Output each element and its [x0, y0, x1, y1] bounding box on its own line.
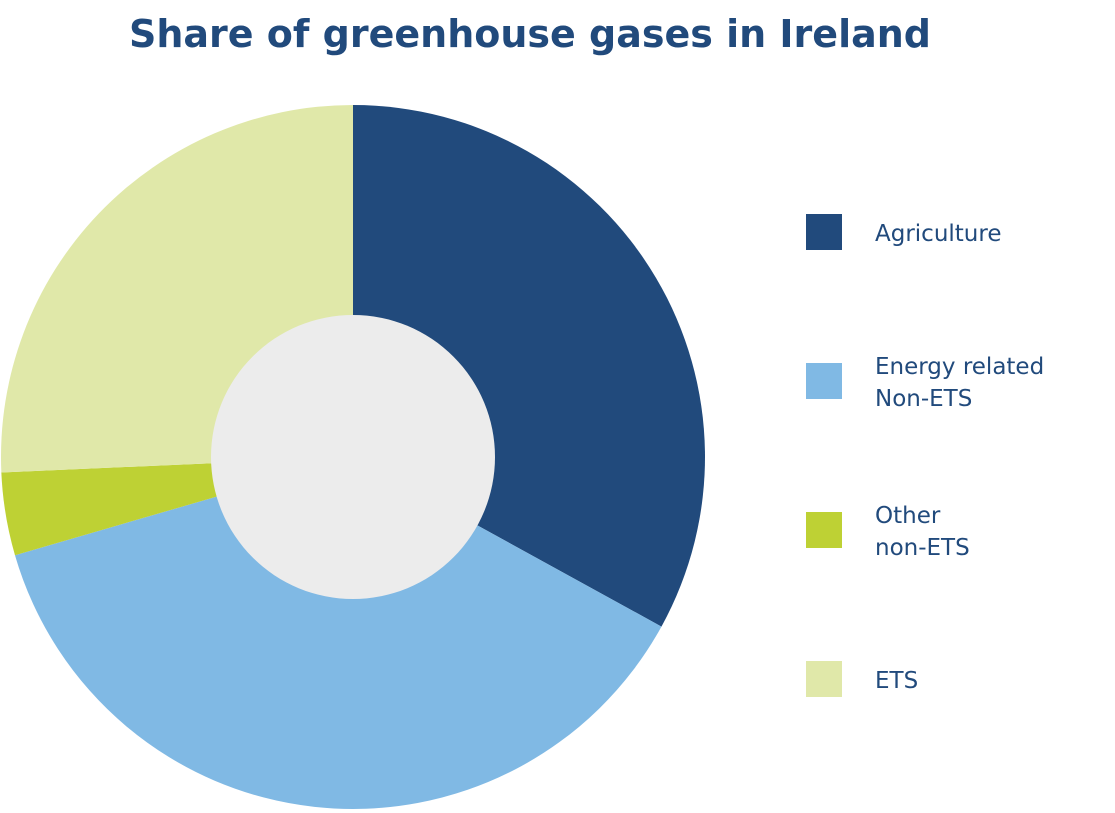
legend-label: Agriculture	[875, 221, 1002, 247]
legend-swatch	[806, 214, 842, 250]
legend-swatch	[806, 512, 842, 548]
legend-swatch	[806, 661, 842, 697]
legend-label: Energy related Non-ETS	[875, 354, 1045, 412]
chart-title: Share of greenhouse gases in Ireland	[128, 12, 931, 56]
donut-hole	[211, 315, 495, 599]
legend-label: ETS	[875, 668, 919, 694]
legend-swatch	[806, 363, 842, 399]
pie-slice	[14, 457, 662, 810]
legend-label: Other non-ETS	[875, 503, 970, 561]
